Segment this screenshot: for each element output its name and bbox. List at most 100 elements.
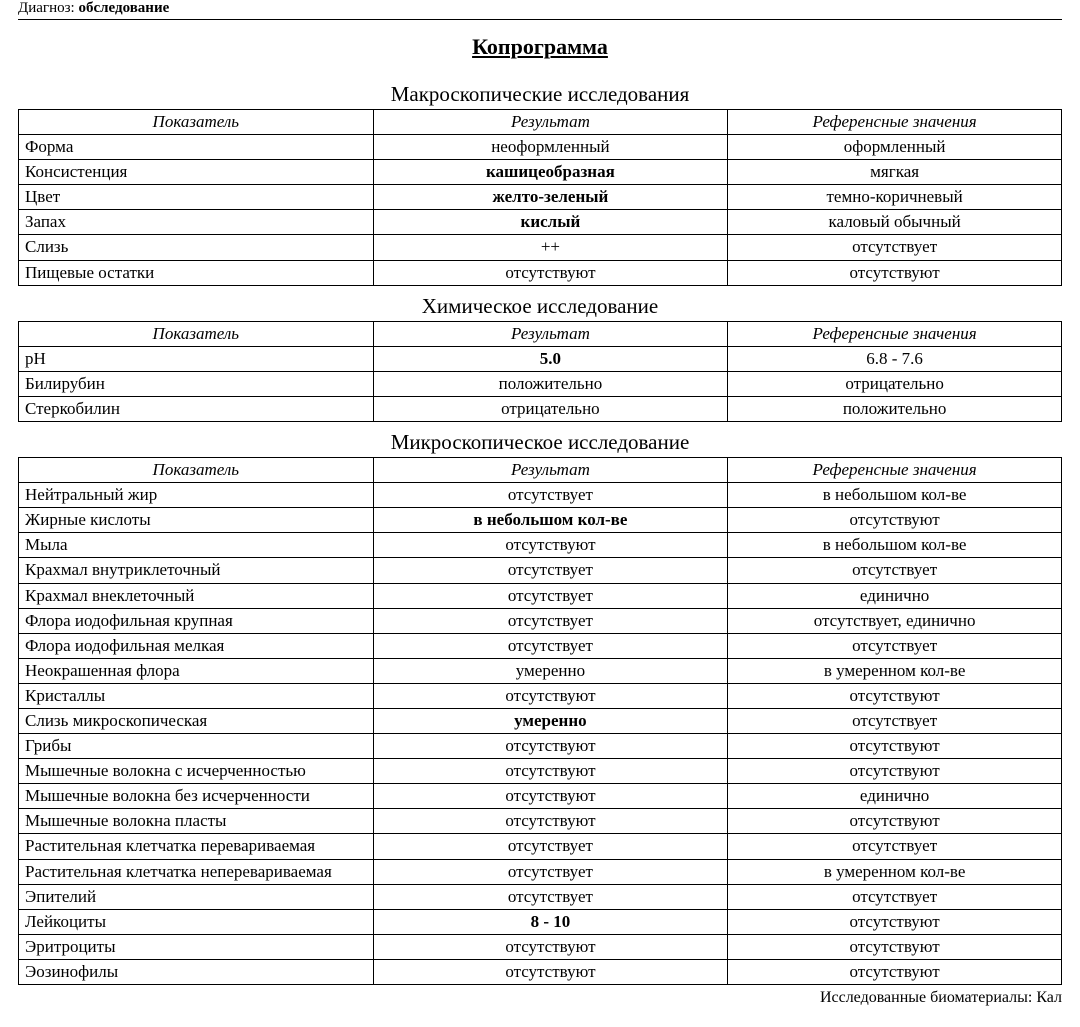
- cell-result: ++: [373, 235, 728, 260]
- cell-reference: отсутствуют: [728, 734, 1062, 759]
- cell-parameter: Форма: [19, 135, 374, 160]
- cell-reference: отсутствуют: [728, 260, 1062, 285]
- cell-result: отсутствуют: [373, 809, 728, 834]
- table-row: Грибыотсутствуютотсутствуют: [19, 734, 1062, 759]
- table-row: Неокрашенная флораумереннов умеренном ко…: [19, 658, 1062, 683]
- cell-parameter: Растительная клетчатка перевариваемая: [19, 834, 374, 859]
- cell-reference: отсутствует: [728, 884, 1062, 909]
- cell-result: отсутствует: [373, 859, 728, 884]
- cell-parameter: Цвет: [19, 185, 374, 210]
- table-row: Мылаотсутствуютв небольшом кол-ве: [19, 533, 1062, 558]
- cell-result: желто-зеленый: [373, 185, 728, 210]
- table-row: Цветжелто-зеленыйтемно-коричневый: [19, 185, 1062, 210]
- cell-parameter: Флора иодофильная крупная: [19, 608, 374, 633]
- lab-table: ПоказательРезультатРеференсные значенияp…: [18, 321, 1062, 422]
- cell-result: умеренно: [373, 708, 728, 733]
- cell-parameter: Пищевые остатки: [19, 260, 374, 285]
- cell-reference: мягкая: [728, 160, 1062, 185]
- cell-parameter: Стеркобилин: [19, 396, 374, 421]
- table-row: Лейкоциты8 - 10отсутствуют: [19, 909, 1062, 934]
- column-header: Результат: [373, 458, 728, 483]
- cell-result: отсутствуют: [373, 683, 728, 708]
- cell-parameter: Мыла: [19, 533, 374, 558]
- cell-result: кислый: [373, 210, 728, 235]
- cell-parameter: Нейтральный жир: [19, 483, 374, 508]
- cell-parameter: Мышечные волокна пласты: [19, 809, 374, 834]
- diagnosis-label: Диагноз:: [18, 0, 75, 16]
- cell-parameter: Консистенция: [19, 160, 374, 185]
- table-row: Пищевые остаткиотсутствуютотсутствуют: [19, 260, 1062, 285]
- table-row: Нейтральный жиротсутствуетв небольшом ко…: [19, 483, 1062, 508]
- cell-reference: отсутствует: [728, 558, 1062, 583]
- cell-parameter: Грибы: [19, 734, 374, 759]
- column-header: Показатель: [19, 321, 374, 346]
- table-row: Крахмал внутриклеточныйотсутствуетотсутс…: [19, 558, 1062, 583]
- table-row: Эпителийотсутствуетотсутствует: [19, 884, 1062, 909]
- cell-parameter: Слизь: [19, 235, 374, 260]
- cell-reference: отсутствуют: [728, 759, 1062, 784]
- cell-reference: отсутствуют: [728, 909, 1062, 934]
- cell-parameter: Эпителий: [19, 884, 374, 909]
- cell-reference: отсутствуют: [728, 809, 1062, 834]
- cell-result: 8 - 10: [373, 909, 728, 934]
- cell-reference: в небольшом кол-ве: [728, 483, 1062, 508]
- table-row: Мышечные волокна пластыотсутствуютотсутс…: [19, 809, 1062, 834]
- cell-parameter: Мышечные волокна с исчерченностью: [19, 759, 374, 784]
- cell-result: отсутствуют: [373, 934, 728, 959]
- cell-reference: в умеренном кол-ве: [728, 658, 1062, 683]
- cell-result: отсутствует: [373, 558, 728, 583]
- cell-reference: единично: [728, 583, 1062, 608]
- cell-reference: отсутствуют: [728, 934, 1062, 959]
- cell-parameter: Жирные кислоты: [19, 508, 374, 533]
- cell-parameter: Флора иодофильная мелкая: [19, 633, 374, 658]
- column-header: Показатель: [19, 110, 374, 135]
- cell-result: отсутствует: [373, 483, 728, 508]
- cell-parameter: Мышечные волокна без исчерченности: [19, 784, 374, 809]
- cell-reference: отсутствует: [728, 235, 1062, 260]
- cell-reference: отсутствует: [728, 708, 1062, 733]
- sections-container: Макроскопические исследованияПоказательР…: [18, 82, 1062, 985]
- diagnosis-value: обследование: [78, 0, 169, 16]
- cell-result: положительно: [373, 371, 728, 396]
- cell-result: 5.0: [373, 346, 728, 371]
- cell-result: отсутствует: [373, 608, 728, 633]
- cell-parameter: Запах: [19, 210, 374, 235]
- cell-reference: 6.8 - 7.6: [728, 346, 1062, 371]
- diagnosis-line: Диагноз: обследование: [18, 0, 1062, 20]
- table-header-row: ПоказательРезультатРеференсные значения: [19, 321, 1062, 346]
- table-row: Флора иодофильная мелкаяотсутствуетотсут…: [19, 633, 1062, 658]
- table-header-row: ПоказательРезультатРеференсные значения: [19, 458, 1062, 483]
- cell-result: отсутствуют: [373, 734, 728, 759]
- table-header-row: ПоказательРезультатРеференсные значения: [19, 110, 1062, 135]
- cell-result: отсутствуют: [373, 533, 728, 558]
- cell-result: отсутствуют: [373, 784, 728, 809]
- table-row: Эозинофилыотсутствуютотсутствуют: [19, 959, 1062, 984]
- table-row: Мышечные волокна без исчерченностиотсутс…: [19, 784, 1062, 809]
- column-header: Референсные значения: [728, 321, 1062, 346]
- footer-note: Исследованные биоматериалы: Кал: [18, 989, 1062, 1007]
- cell-parameter: Слизь микроскопическая: [19, 708, 374, 733]
- cell-reference: отсутствуют: [728, 508, 1062, 533]
- cell-result: отсутствуют: [373, 260, 728, 285]
- table-row: Форманеоформленныйоформленный: [19, 135, 1062, 160]
- section-title: Химическое исследование: [18, 294, 1062, 319]
- column-header: Результат: [373, 321, 728, 346]
- table-row: Слизь++отсутствует: [19, 235, 1062, 260]
- cell-reference: отсутствуют: [728, 683, 1062, 708]
- cell-reference: отсутствует: [728, 834, 1062, 859]
- table-row: Жирные кислотыв небольшом кол-веотсутств…: [19, 508, 1062, 533]
- column-header: Показатель: [19, 458, 374, 483]
- table-row: Эритроцитыотсутствуютотсутствуют: [19, 934, 1062, 959]
- cell-result: неоформленный: [373, 135, 728, 160]
- table-row: Мышечные волокна с исчерченностью отсутст…: [19, 759, 1062, 784]
- document-title: Копрограмма: [18, 34, 1062, 60]
- column-header: Референсные значения: [728, 458, 1062, 483]
- table-row: Консистенциякашицеобразнаямягкая: [19, 160, 1062, 185]
- table-row: pH5.06.8 - 7.6: [19, 346, 1062, 371]
- column-header: Референсные значения: [728, 110, 1062, 135]
- result-value: 5.0: [540, 349, 561, 368]
- cell-result: отсутствует: [373, 834, 728, 859]
- cell-result: отрицательно: [373, 396, 728, 421]
- table-row: Билирубинположительноотрицательно: [19, 371, 1062, 396]
- table-row: Стеркобилинотрицательноположительно: [19, 396, 1062, 421]
